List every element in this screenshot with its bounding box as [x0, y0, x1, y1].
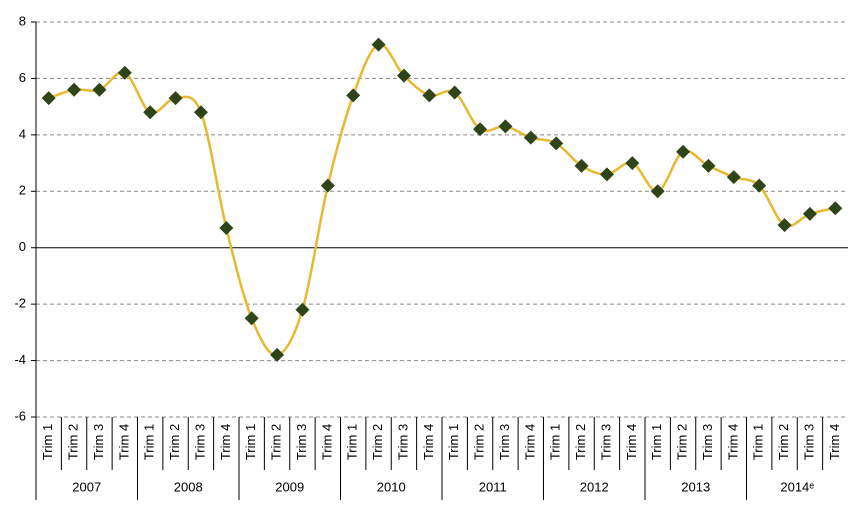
x-tick-label: Trim 1 — [142, 424, 157, 460]
marker — [41, 91, 56, 106]
x-tick-label: Trim 4 — [624, 424, 639, 460]
x-tick-label: Trim 3 — [497, 424, 512, 460]
group-label: 2014ᵉ — [780, 479, 814, 494]
x-tick-label: Trim 3 — [395, 424, 410, 460]
marker — [549, 136, 564, 151]
marker — [168, 91, 183, 106]
x-tick-label: Trim 4 — [421, 424, 436, 460]
marker — [143, 105, 158, 120]
x-tick-label: Trim 1 — [40, 424, 55, 460]
x-tick-label: Trim 2 — [472, 424, 487, 460]
x-tick-label: Trim 3 — [801, 424, 816, 460]
x-tick-label: Trim 1 — [751, 424, 766, 460]
marker — [346, 88, 361, 103]
marker — [650, 184, 665, 199]
x-tick-label: Trim 1 — [345, 424, 360, 460]
x-tick-label: Trim 1 — [243, 424, 258, 460]
y-tick-label: 6 — [19, 70, 26, 85]
x-tick-label: Trim 4 — [116, 424, 131, 460]
marker — [67, 82, 82, 97]
marker — [92, 82, 107, 97]
marker — [396, 68, 411, 83]
group-label: 2010 — [377, 479, 406, 494]
marker — [625, 156, 640, 171]
x-tick-label: Trim 2 — [269, 424, 284, 460]
marker — [447, 85, 462, 100]
marker — [295, 302, 310, 317]
y-tick-label: -4 — [14, 352, 26, 367]
y-tick-label: -2 — [14, 296, 26, 311]
group-label: 2011 — [479, 479, 507, 494]
marker — [599, 167, 614, 182]
marker — [676, 144, 691, 159]
x-tick-label: Trim 4 — [218, 424, 233, 460]
x-tick-label: Trim 2 — [675, 424, 690, 460]
x-tick-label: Trim 4 — [319, 424, 334, 460]
y-tick-label: 4 — [19, 126, 26, 141]
x-tick-label: Trim 4 — [725, 424, 740, 460]
group-label: 2007 — [72, 479, 101, 494]
marker — [244, 311, 259, 326]
marker — [422, 88, 437, 103]
marker — [777, 218, 792, 233]
marker — [473, 122, 488, 137]
marker — [523, 130, 538, 145]
group-label: 2012 — [580, 479, 609, 494]
group-label: 2013 — [681, 479, 710, 494]
y-tick-label: 2 — [19, 183, 26, 198]
x-tick-label: Trim 1 — [446, 424, 461, 460]
y-tick-label: 8 — [19, 13, 26, 28]
x-tick-label: Trim 4 — [522, 424, 537, 460]
x-tick-label: Trim 2 — [66, 424, 81, 460]
x-tick-label: Trim 3 — [91, 424, 106, 460]
marker — [701, 158, 716, 173]
marker — [371, 37, 386, 52]
y-tick-label: 0 — [19, 239, 26, 254]
series-line — [48, 43, 836, 357]
marker — [219, 220, 234, 235]
marker — [193, 105, 208, 120]
marker — [726, 170, 741, 185]
marker — [752, 178, 767, 193]
marker — [828, 201, 843, 216]
marker — [270, 347, 285, 362]
marker — [802, 206, 817, 221]
marker — [498, 119, 513, 134]
x-tick-label: Trim 3 — [700, 424, 715, 460]
x-tick-label: Trim 3 — [294, 424, 309, 460]
marker — [117, 65, 132, 80]
marker — [320, 178, 335, 193]
marker — [574, 158, 589, 173]
x-tick-label: Trim 2 — [776, 424, 791, 460]
x-tick-label: Trim 3 — [598, 424, 613, 460]
x-tick-label: Trim 1 — [649, 424, 664, 460]
x-tick-label: Trim 1 — [548, 424, 563, 460]
x-tick-label: Trim 3 — [192, 424, 207, 460]
group-label: 2008 — [174, 479, 203, 494]
x-tick-label: Trim 2 — [573, 424, 588, 460]
x-tick-label: Trim 2 — [370, 424, 385, 460]
y-tick-label: -6 — [14, 408, 26, 423]
x-tick-label: Trim 2 — [167, 424, 182, 460]
group-label: 2009 — [275, 479, 304, 494]
x-tick-label: Trim 4 — [827, 424, 842, 460]
